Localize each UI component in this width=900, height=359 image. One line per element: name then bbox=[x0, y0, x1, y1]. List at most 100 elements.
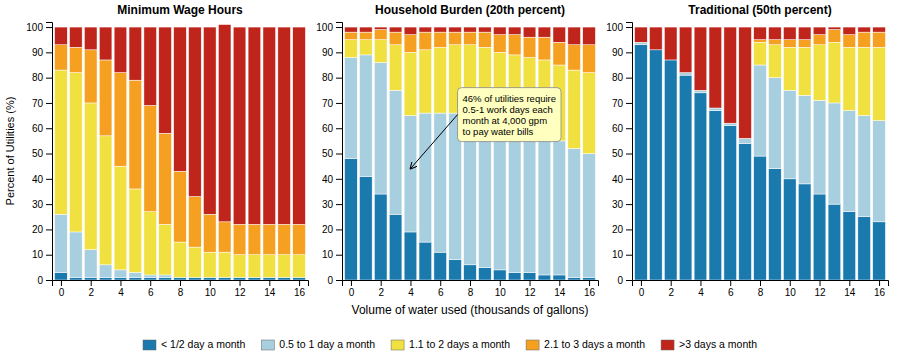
tick-label: 4 bbox=[118, 287, 124, 298]
tick-label: 70 bbox=[322, 98, 334, 109]
bar-segment bbox=[419, 50, 432, 113]
tick-label: 100 bbox=[316, 22, 333, 33]
bar-segment bbox=[55, 45, 68, 70]
bar-segment bbox=[129, 27, 142, 80]
tick-mark bbox=[299, 280, 300, 286]
bar-segment bbox=[84, 50, 97, 103]
bar-segment bbox=[479, 267, 492, 280]
annotation-box bbox=[458, 88, 561, 142]
panel-title: Minimum Wage Hours bbox=[117, 3, 243, 17]
bar-segment bbox=[783, 179, 796, 280]
bar-segment bbox=[374, 194, 387, 280]
tick: 80 bbox=[32, 72, 52, 83]
tick-label: 0 bbox=[617, 275, 623, 286]
legend-label: >3 days a month bbox=[679, 338, 757, 350]
legend-label: 0.5 to 1 day a month bbox=[279, 338, 375, 350]
bar-segment bbox=[129, 80, 142, 189]
bar-segment bbox=[293, 27, 306, 224]
bar-segment bbox=[419, 242, 432, 280]
bar-segment bbox=[263, 27, 276, 224]
tick-label: 70 bbox=[612, 98, 624, 109]
tick: 10 bbox=[205, 280, 217, 298]
bar-segment bbox=[248, 277, 261, 280]
tick-mark bbox=[336, 204, 342, 205]
series bbox=[635, 42, 886, 222]
tick: 0 bbox=[349, 280, 355, 298]
tick: 12 bbox=[524, 280, 536, 298]
tick-mark bbox=[46, 78, 52, 79]
bar-segment bbox=[828, 30, 841, 43]
bar-segment bbox=[664, 27, 677, 60]
bar-segment bbox=[248, 27, 261, 224]
bar-segment bbox=[739, 27, 752, 138]
bar-segment bbox=[739, 138, 752, 143]
tick-mark bbox=[336, 128, 342, 129]
bar-segment bbox=[828, 103, 841, 204]
bar-segment bbox=[144, 212, 157, 275]
bar-segment bbox=[769, 27, 782, 40]
tick-mark bbox=[626, 204, 632, 205]
tick-mark bbox=[730, 280, 731, 286]
tick-label: 10 bbox=[205, 287, 217, 298]
legend-label: 1.1 to 2 days a month bbox=[409, 338, 510, 350]
axis-line bbox=[53, 281, 309, 287]
tick: 8 bbox=[468, 280, 474, 298]
bar-segment bbox=[233, 255, 246, 278]
bar-segment bbox=[798, 47, 811, 95]
bar-segment bbox=[174, 242, 187, 277]
y-axis-title: Percent of Utilities (%) bbox=[4, 97, 16, 206]
bar-segment bbox=[464, 265, 477, 280]
tick-mark bbox=[336, 280, 342, 281]
bar-segment bbox=[374, 40, 387, 63]
tick: 10 bbox=[495, 280, 507, 298]
tick: 2 bbox=[378, 280, 384, 298]
tick-mark bbox=[269, 280, 270, 286]
bar-segment bbox=[843, 111, 856, 212]
tick-label: 80 bbox=[612, 72, 624, 83]
tick: 16 bbox=[874, 280, 886, 298]
bar-segment bbox=[858, 116, 871, 217]
tick: 100 bbox=[316, 22, 342, 33]
tick-mark bbox=[46, 128, 52, 129]
tick-label: 30 bbox=[32, 199, 44, 210]
tick-mark bbox=[626, 179, 632, 180]
panel: 02468101214160102030405060708090100Tradi… bbox=[606, 3, 888, 298]
tick-mark bbox=[336, 78, 342, 79]
bar-segment bbox=[359, 27, 372, 32]
bar-segment bbox=[359, 40, 372, 55]
series bbox=[345, 40, 596, 154]
bar-segment bbox=[568, 45, 581, 70]
bar-segment bbox=[159, 27, 172, 133]
bar-segment bbox=[583, 45, 596, 73]
bar-segment bbox=[798, 95, 811, 184]
bar-segment bbox=[203, 277, 216, 280]
tick-label: 12 bbox=[814, 287, 826, 298]
tick-label: 60 bbox=[612, 123, 624, 134]
bar-segment bbox=[278, 224, 291, 254]
bar-segment bbox=[144, 27, 157, 105]
bar-segment bbox=[508, 272, 521, 280]
bar-segment bbox=[359, 176, 372, 280]
tick-mark bbox=[500, 280, 501, 286]
tick-label: 40 bbox=[612, 174, 624, 185]
bar-segment bbox=[583, 73, 596, 154]
bar-segment bbox=[293, 277, 306, 280]
tick-label: 6 bbox=[438, 287, 444, 298]
bar-segment bbox=[583, 27, 596, 45]
tick: 8 bbox=[758, 280, 764, 298]
tick-label: 14 bbox=[264, 287, 276, 298]
bar-segment bbox=[389, 90, 402, 214]
tick-label: 90 bbox=[322, 47, 334, 58]
tick-label: 60 bbox=[322, 123, 334, 134]
bar-segment bbox=[233, 277, 246, 280]
bar-segment bbox=[828, 42, 841, 103]
bar-segment bbox=[114, 277, 127, 280]
bar-segment bbox=[203, 27, 216, 214]
tick-mark bbox=[336, 255, 342, 256]
bar-segment bbox=[523, 27, 536, 37]
bar-segment bbox=[189, 277, 202, 280]
tick: 100 bbox=[26, 22, 52, 33]
annotation-text: 46% of utilities require0.5-1 work days … bbox=[463, 93, 556, 137]
tick: 40 bbox=[322, 174, 342, 185]
bar-segment bbox=[873, 47, 886, 120]
